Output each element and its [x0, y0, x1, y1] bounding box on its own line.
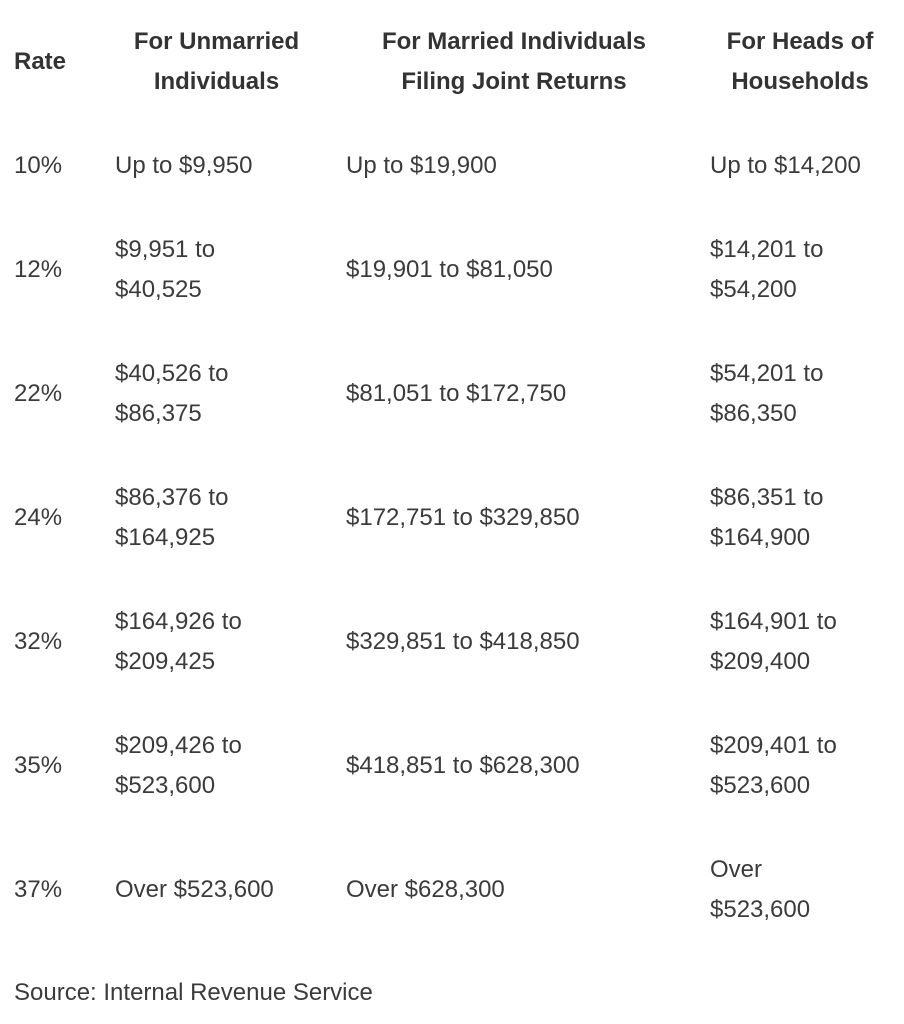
cell-joint: $418,851 to $628,300	[346, 752, 580, 779]
cell-hoh: $14,201 to $54,200	[710, 236, 824, 303]
table-row: 35% $209,426 to $523,600 $418,851 to $62…	[0, 704, 904, 828]
table-row: 24% $86,376 to $164,925 $172,751 to $329…	[0, 456, 904, 580]
cell-rate: 10%	[14, 152, 63, 179]
table-row: 37% Over $523,600 Over $628,300 Over $52…	[0, 828, 904, 952]
cell-hoh: $164,901 to $209,400	[710, 608, 837, 675]
cell-rate: 35%	[14, 752, 63, 779]
table-row: 32% $164,926 to $209,425 $329,851 to $41…	[0, 580, 904, 704]
cell-rate: 37%	[14, 876, 63, 903]
cell-hoh: $54,201 to $86,350	[710, 360, 824, 427]
cell-single: $209,426 to $523,600	[115, 732, 242, 799]
cell-joint: $329,851 to $418,850	[346, 628, 580, 655]
cell-hoh: $209,401 to $523,600	[710, 732, 837, 799]
cell-single: $9,951 to $40,525	[115, 236, 216, 303]
cell-single: $86,376 to $164,925	[115, 484, 229, 551]
cell-single: Up to $9,950	[115, 152, 253, 179]
table-header-row: Rate For Unmarried Individuals For Marri…	[0, 0, 904, 124]
cell-rate: 22%	[14, 380, 63, 407]
cell-single: Over $523,600	[115, 876, 274, 903]
cell-hoh: $86,351 to $164,900	[710, 484, 824, 551]
cell-hoh: Over $523,600	[710, 856, 811, 923]
cell-joint: $172,751 to $329,850	[346, 504, 580, 531]
cell-single: $40,526 to $86,375	[115, 360, 229, 427]
table-row: 12% $9,951 to $40,525 $19,901 to $81,050…	[0, 208, 904, 332]
table-row: 10% Up to $9,950 Up to $19,900 Up to $14…	[0, 124, 904, 208]
cell-joint: $81,051 to $172,750	[346, 380, 567, 407]
table-row: 22% $40,526 to $86,375 $81,051 to $172,7…	[0, 332, 904, 456]
cell-rate: 12%	[14, 256, 63, 283]
cell-joint: Up to $19,900	[346, 152, 497, 179]
column-header-rate: Rate	[14, 48, 67, 75]
column-header-married-joint: For Married Individuals Filing Joint Ret…	[381, 28, 647, 95]
cell-single: $164,926 to $209,425	[115, 608, 242, 675]
column-header-heads-of-households: For Heads of Households	[726, 28, 874, 95]
source-note: Source: Internal Revenue Service	[14, 979, 373, 1006]
column-header-unmarried: For Unmarried Individuals	[133, 28, 300, 95]
tax-brackets-table: Rate For Unmarried Individuals For Marri…	[0, 0, 904, 952]
cell-rate: 32%	[14, 628, 63, 655]
cell-rate: 24%	[14, 504, 63, 531]
cell-joint: $19,901 to $81,050	[346, 256, 553, 283]
cell-hoh: Up to $14,200	[710, 152, 861, 179]
cell-joint: Over $628,300	[346, 876, 505, 903]
